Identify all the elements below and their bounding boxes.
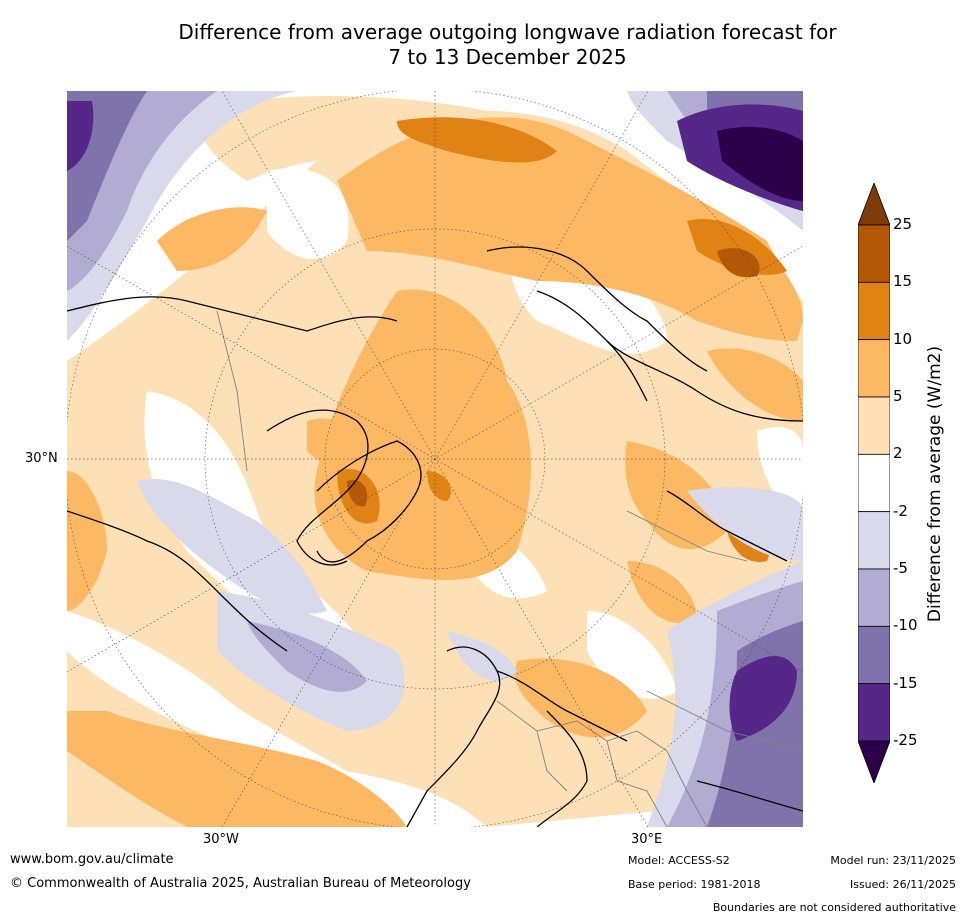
olr-anomaly-map [67,91,803,827]
legend-tick-label: -25 [893,731,918,749]
axis-label-30n: 30°N [25,451,58,466]
legend-tick-label: -15 [893,673,918,692]
legend-tick-label: 10 [893,329,913,348]
legend-bin [858,453,890,513]
legend-tick-label: 25 [893,215,913,233]
legend-bin [858,396,890,455]
legend-tick-label: -5 [893,559,908,577]
title-line-1: Difference from average outgoing longwav… [178,20,837,44]
graticule [67,91,803,827]
footer-copyright: © Commonwealth of Australia 2025, Austra… [10,876,471,891]
legend-bin [858,183,890,226]
anomaly-5-to-10-regions [67,117,803,827]
legend-bin [858,339,890,398]
legend-bin [858,568,890,627]
footer-issued: Issued: 26/11/2025 [849,878,956,891]
coastlines [67,246,803,827]
chart-title: Difference from average outgoing longwav… [60,20,955,70]
legend-bin [858,511,890,570]
footer-website: www.bom.gov.au/climate [10,852,174,867]
legend-tick-label: -2 [893,501,908,520]
footer-model: Model: ACCESS-S2 [628,854,730,867]
legend-tick-label: 15 [893,272,913,291]
legend-bin [858,683,890,742]
anomaly-15-to-25-regions [347,248,760,507]
legend-bin [858,625,890,685]
legend-title: Difference from average (W/m2) [925,345,945,623]
legend-bins [858,183,890,783]
axis-label-30w: 30°W [203,832,239,847]
legend-colorbar [858,183,890,783]
title-line-2: 7 to 13 December 2025 [388,45,627,69]
legend-bin [858,224,890,283]
footer-disclaimer: Boundaries are not considered authoritat… [712,901,956,914]
footer-model-run: Model run: 23/11/2025 [830,854,956,867]
political-boundaries [216,310,803,827]
map-canvas [67,91,803,827]
legend-bin [858,740,890,783]
footer-base-period: Base period: 1981-2018 [628,878,761,891]
axis-label-30e: 30°E [631,832,663,847]
legend-tick-label: -10 [893,616,918,635]
legend-tick-label: 5 [893,387,903,405]
legend-bin [858,281,890,341]
legend-tick-label: 2 [893,444,903,463]
anomaly-below-minus-25-regions [717,126,803,201]
